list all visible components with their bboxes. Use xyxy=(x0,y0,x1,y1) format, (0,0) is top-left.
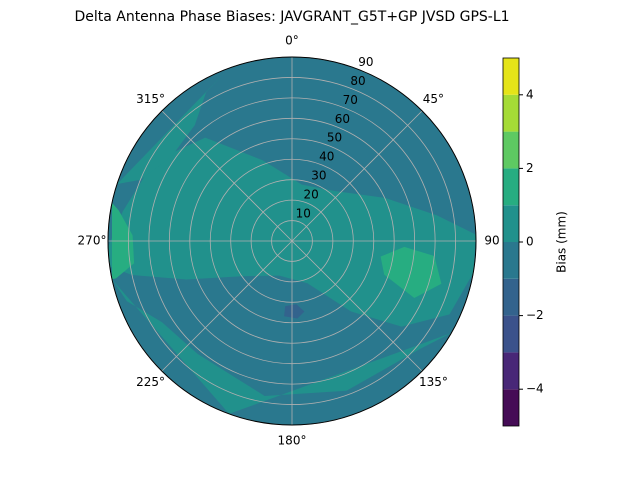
r-tick-label: 70 xyxy=(343,93,358,107)
colorbar-band xyxy=(503,315,519,353)
theta-tick-label: 225° xyxy=(136,375,165,389)
colorbar-tick-label: 0 xyxy=(526,235,534,249)
colorbar-tick-label: 4 xyxy=(526,87,534,101)
colorbar-band xyxy=(503,58,519,95)
theta-tick-label: 315° xyxy=(136,92,165,106)
colorbar-tick-label: −4 xyxy=(526,382,544,396)
colorbar-band xyxy=(503,205,519,242)
theta-tick-label: 180° xyxy=(278,434,307,448)
r-tick-label: 90 xyxy=(358,55,373,69)
angular-grid xyxy=(161,110,293,242)
colorbar-band xyxy=(503,352,519,390)
r-tick-label: 30 xyxy=(311,169,326,183)
r-tick-label: 40 xyxy=(319,150,334,164)
contour-region xyxy=(380,246,442,298)
colorbar-band xyxy=(503,94,519,132)
angular-grid xyxy=(161,240,293,372)
colorbar-band xyxy=(503,131,519,169)
colorbar-band xyxy=(503,278,519,316)
contour-region xyxy=(117,68,230,185)
contour-region xyxy=(284,304,305,319)
colorbar-band xyxy=(503,242,519,279)
r-tick-label: 20 xyxy=(303,187,318,201)
theta-tick-label: 0° xyxy=(285,34,299,48)
r-tick-label: 60 xyxy=(335,112,350,126)
r-tick-label: 10 xyxy=(296,206,311,220)
polar-frame xyxy=(107,56,477,426)
r-tick-label: 50 xyxy=(327,131,342,145)
colorbar-band xyxy=(503,389,519,426)
chart-title: Delta Antenna Phase Biases: JAVGRANT_G5T… xyxy=(74,9,509,25)
colorbar-band xyxy=(503,168,519,206)
colorbar-tick-label: 2 xyxy=(526,161,534,175)
theta-tick-label: 45° xyxy=(423,92,444,106)
colorbar-tick-label: −2 xyxy=(526,308,544,322)
r-tick-label: 80 xyxy=(350,74,365,88)
angular-grid xyxy=(291,110,423,242)
theta-tick-label: 135° xyxy=(419,375,448,389)
angular-grid xyxy=(291,240,423,372)
colorbar-label: Bias (mm) xyxy=(555,211,569,273)
contour-region xyxy=(112,279,452,414)
theta-tick-label: 90 xyxy=(484,234,499,248)
theta-tick-label: 270° xyxy=(78,234,107,248)
